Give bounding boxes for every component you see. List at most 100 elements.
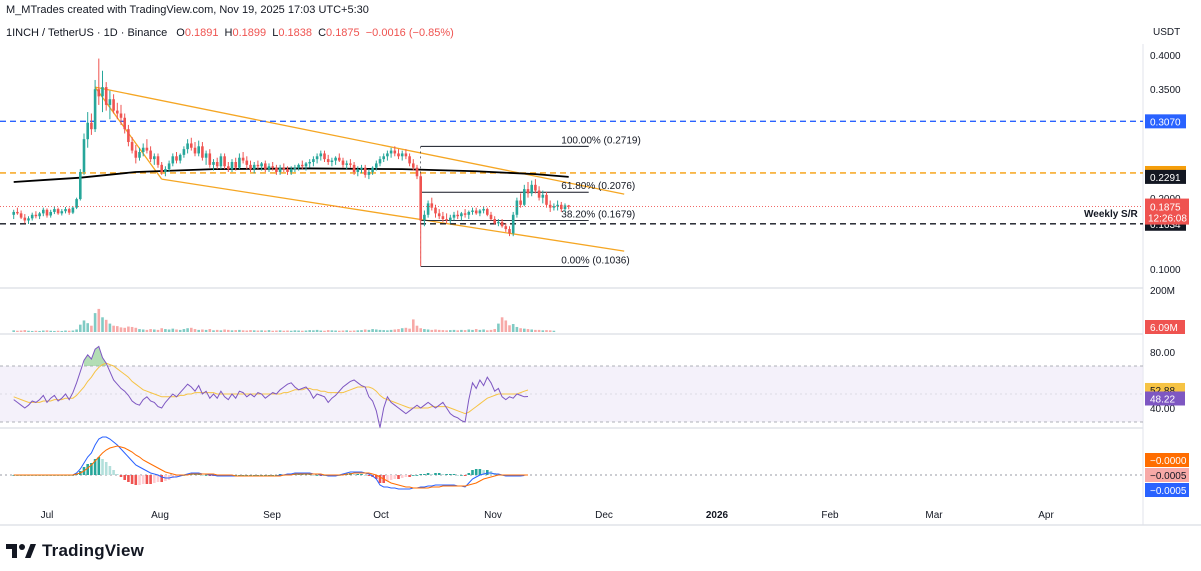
volume-bar	[460, 329, 463, 332]
volume-bar	[38, 330, 41, 332]
candle-body	[471, 210, 474, 212]
candle-body	[175, 156, 178, 161]
volume-bar	[49, 330, 52, 332]
candle-body	[201, 146, 204, 158]
volume-bar	[219, 330, 223, 332]
candle-body	[38, 213, 41, 217]
volume-bar	[141, 329, 145, 332]
candle-body	[293, 167, 297, 170]
volume-last-badge	[1145, 320, 1185, 334]
volume-bar	[149, 329, 152, 332]
macd-histogram-bar	[123, 475, 126, 480]
candle-body	[197, 146, 200, 154]
volume-bar	[175, 329, 178, 332]
candle-body	[145, 147, 149, 151]
volume-bar	[16, 330, 19, 332]
candle-body	[382, 156, 385, 160]
open-label: O	[176, 27, 185, 39]
volume-bar	[27, 330, 30, 332]
candle-body	[341, 160, 345, 165]
candle-body	[556, 204, 559, 207]
macd-histogram-bar	[130, 475, 134, 484]
macd-histogram-bar	[267, 475, 271, 476]
symbol-title[interactable]: 1INCH / TetherUS · 1D · Binance	[6, 27, 168, 39]
volume-bar	[53, 330, 56, 332]
volume-bar	[445, 330, 448, 332]
candle-body	[104, 87, 108, 105]
volume-bar	[223, 329, 226, 332]
price-scale-currency[interactable]: USDT	[1153, 27, 1181, 38]
macd-histogram-bar	[104, 462, 108, 475]
candle-body	[208, 153, 212, 165]
volume-bar	[423, 329, 426, 332]
volume-bar	[486, 330, 489, 332]
volume-bar	[397, 329, 400, 332]
time-tick-label: Aug	[151, 510, 169, 521]
macd-histogram-bar	[404, 475, 408, 477]
macd-histogram-bar	[482, 470, 485, 475]
candle-body	[252, 164, 256, 170]
volume-bar	[212, 330, 215, 332]
candle-body	[101, 87, 104, 97]
macd-histogram-bar	[119, 475, 123, 477]
candle-body	[138, 152, 141, 158]
volume-bar	[382, 330, 385, 332]
volume-bar	[286, 330, 289, 332]
volume-bar	[241, 330, 245, 332]
candle-body	[426, 203, 430, 215]
price-chart[interactable]: 0.40000.35000.20000.10000.30700.23460.22…	[0, 0, 1201, 540]
macd-histogram-value: −0.0005	[1150, 471, 1187, 482]
volume-bar	[426, 329, 430, 332]
volume-bar	[530, 329, 533, 332]
candle-body	[323, 153, 326, 160]
volume-bar	[330, 330, 334, 332]
volume-bar	[449, 330, 452, 332]
volume-bar	[541, 330, 545, 332]
volume-bar	[34, 330, 38, 332]
volume-bar	[341, 330, 345, 332]
candle-body	[153, 156, 156, 160]
candle-body	[304, 163, 308, 167]
macd-histogram-bar	[452, 474, 456, 475]
last-price-badge	[1145, 198, 1189, 225]
macd-histogram-bar	[112, 470, 115, 475]
volume-bar	[201, 329, 204, 332]
volume-bar	[463, 330, 467, 332]
macd-histogram-bar	[456, 475, 459, 476]
candle-body	[193, 147, 197, 154]
macd-histogram-bar	[134, 475, 138, 485]
volume-bar	[378, 329, 382, 332]
volume-bar	[256, 330, 260, 332]
candle-body	[504, 226, 508, 230]
macd-histogram-bar	[397, 475, 400, 479]
high-value: 0.1899	[232, 27, 267, 39]
rsi-line	[13, 345, 529, 428]
candle-body	[400, 153, 404, 157]
volume-bar	[349, 330, 352, 332]
volume-bar	[360, 330, 363, 332]
candle-body	[545, 194, 548, 205]
fib-level-label: 100.00% (0.2719)	[561, 135, 641, 146]
macd-histogram-bar	[312, 475, 315, 476]
volume-bar	[215, 329, 219, 332]
candle-body	[245, 160, 249, 165]
candle-body	[460, 213, 463, 217]
candle-body	[445, 219, 448, 221]
candle-body	[423, 214, 426, 221]
candle-body	[30, 214, 34, 219]
macd-histogram-bar	[145, 475, 149, 484]
macd-histogram-bar	[449, 474, 452, 475]
volume-bar	[345, 330, 348, 332]
candle-body	[230, 162, 234, 170]
volume-bar	[419, 328, 422, 332]
candle-body	[489, 214, 493, 220]
candle-body	[456, 214, 459, 217]
time-tick-label: Jul	[41, 510, 54, 521]
candle-body	[212, 162, 215, 165]
candle-body	[415, 167, 419, 177]
macd-histogram-bar	[445, 474, 448, 475]
volume-bar	[404, 327, 408, 332]
tradingview-logo[interactable]: TradingView	[6, 540, 144, 562]
macd-histogram-bar	[375, 475, 378, 479]
volume-bar	[452, 329, 456, 332]
